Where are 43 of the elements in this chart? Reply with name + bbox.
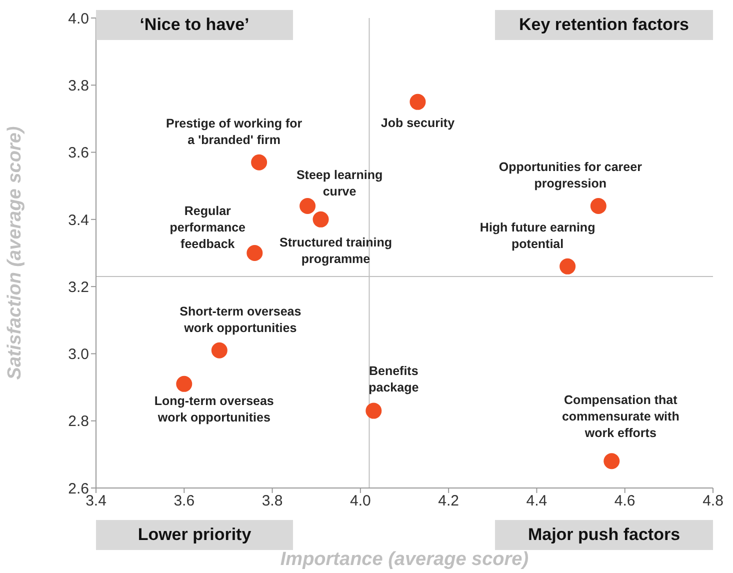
x-tick-label: 4.2: [438, 492, 459, 510]
y-tick-label: 3.2: [68, 278, 89, 296]
annotation: Steep learning curve: [296, 168, 383, 199]
x-tick-label: 3.4: [86, 492, 106, 510]
quadrant-caption: ‘Nice to have’: [96, 10, 293, 40]
point: [590, 198, 606, 214]
annotation: Prestige of working for a 'branded' firm: [166, 116, 302, 148]
x-tick-label: 4.6: [614, 492, 636, 510]
y-tick-label: 3.4: [68, 212, 89, 229]
y-axis-title: Satisfaction (average score): [4, 126, 26, 380]
y-tick-label: 3.6: [68, 144, 89, 162]
x-axis-title: Importance (average score): [280, 549, 529, 570]
y-tick-label: 3.0: [68, 346, 89, 364]
x-tick-label: 3.6: [174, 492, 195, 510]
annotation: High future earning potential: [480, 220, 596, 252]
point: [312, 211, 329, 228]
quadrant-caption: Lower priority: [96, 520, 293, 550]
point: [366, 402, 382, 419]
quadrant-caption: Major push factors: [495, 520, 713, 550]
annotation: Job security: [380, 116, 455, 130]
y-tick-label: 2.8: [68, 413, 89, 430]
quadrant-caption: Key retention factors: [495, 10, 713, 40]
annotation: Compensation that commensurate with work efforts: [562, 393, 680, 440]
annotation: Structured training programme: [280, 236, 392, 266]
point: [211, 342, 228, 358]
point: [251, 154, 268, 170]
annotation: Long-term overseas work opportunities: [154, 394, 274, 425]
x-tick-label: 4.4: [526, 492, 548, 510]
point: [300, 198, 316, 214]
annotation: Short-term overseas work opportunities: [180, 304, 302, 336]
point: [560, 258, 576, 274]
point: [246, 245, 263, 261]
annotation: Opportunities for career progression: [498, 160, 642, 191]
x-tick-label: 4.8: [702, 492, 724, 510]
point: [176, 376, 192, 392]
annotation: Regular performance feedback: [170, 204, 246, 252]
x-tick-label: 3.8: [262, 492, 283, 510]
x-tick-label: 4.0: [350, 492, 371, 510]
annotation: Benefits package: [368, 364, 419, 395]
point: [410, 94, 426, 110]
y-tick-label: 3.8: [68, 77, 89, 94]
point: [604, 453, 620, 470]
y-tick-label: 4.0: [68, 10, 89, 28]
